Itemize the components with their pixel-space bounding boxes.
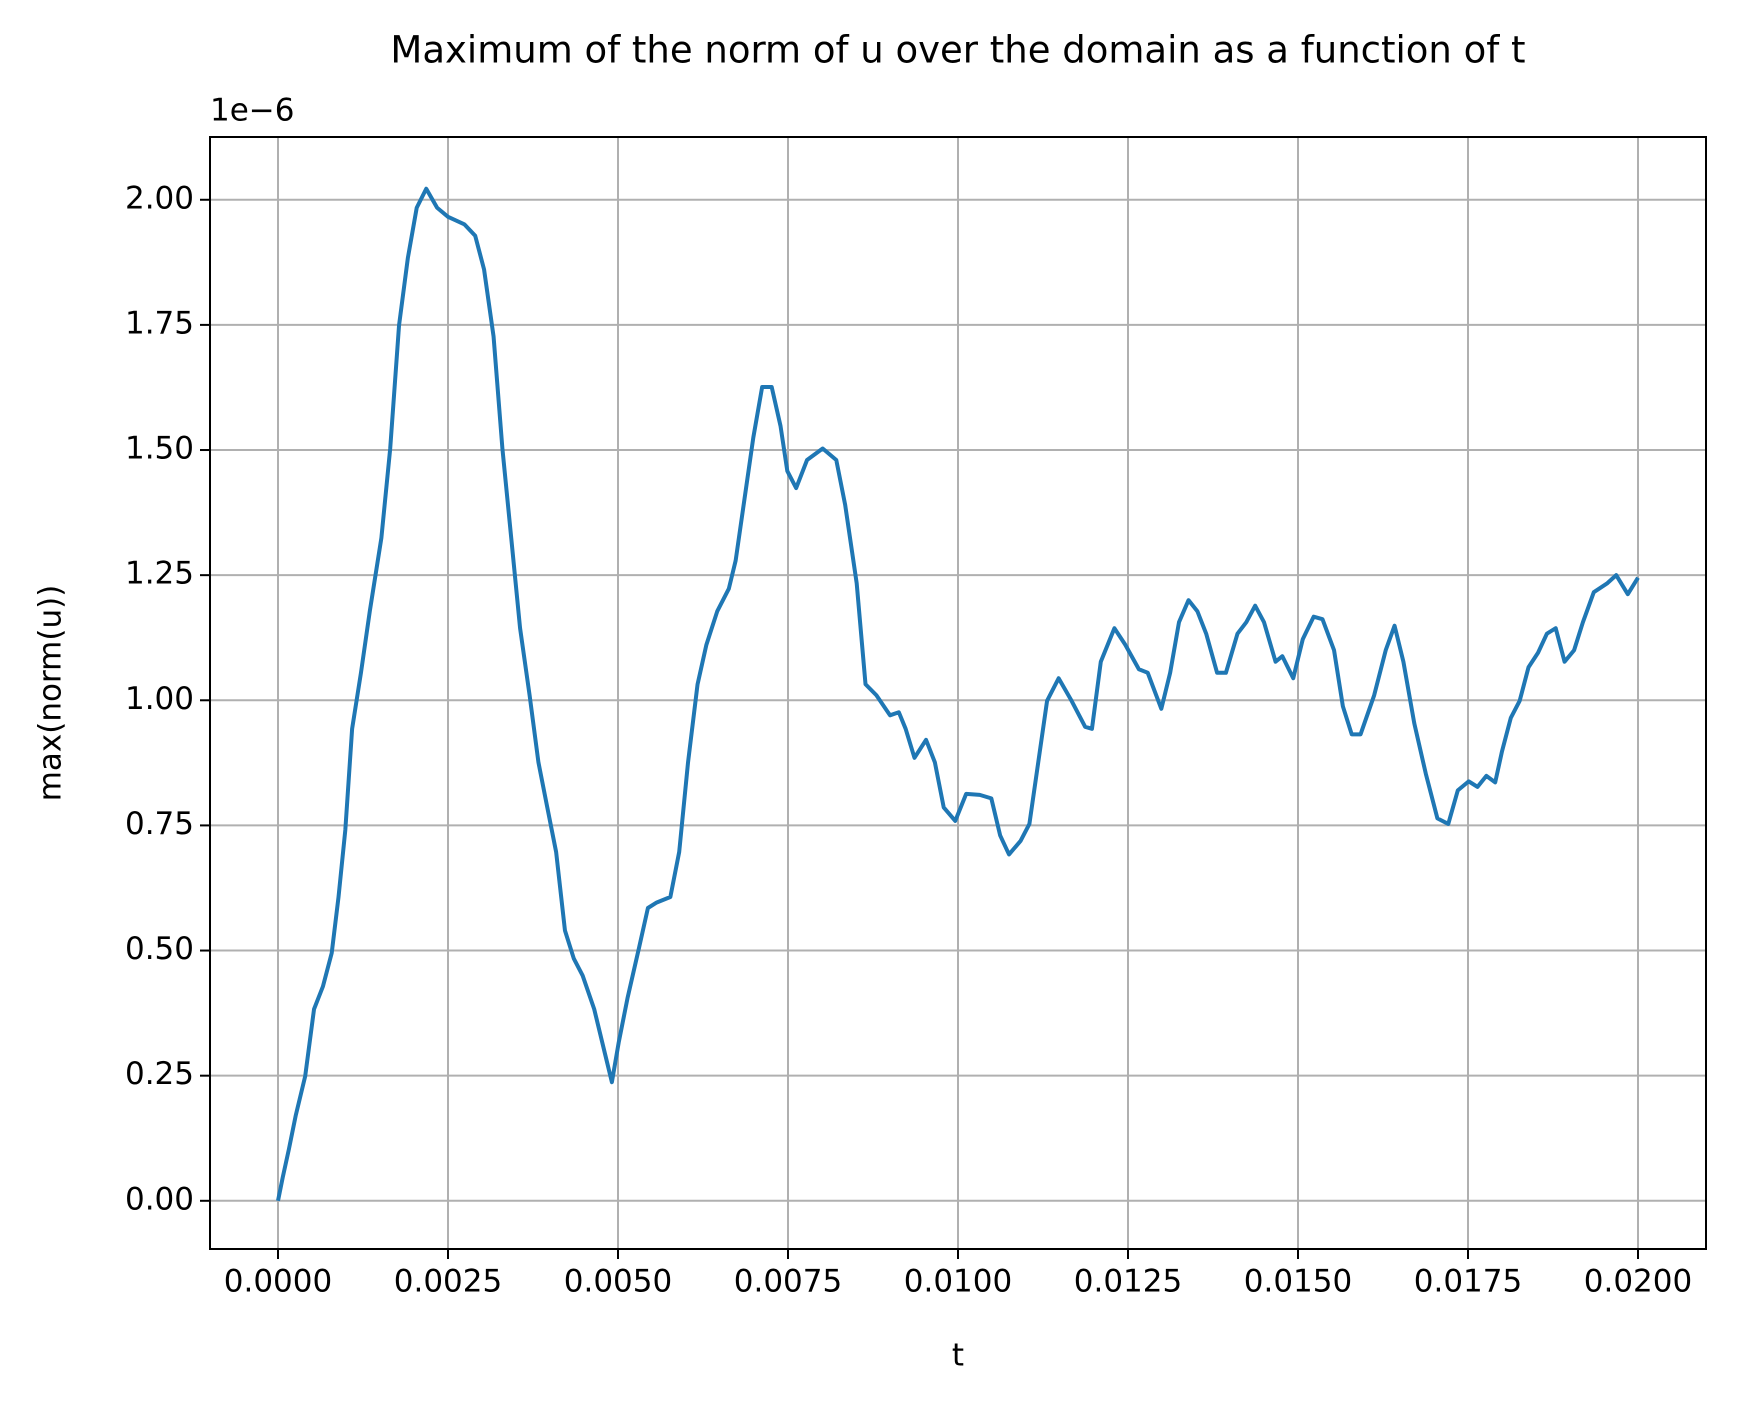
x-tick-label: 0.0050 [564, 1264, 672, 1300]
chart-title: Maximum of the norm of u over the domain… [390, 29, 1525, 72]
y-tick-label: 1.00 [125, 681, 194, 717]
y-tick-label: 1.25 [125, 556, 194, 592]
x-tick-label: 0.0075 [734, 1264, 842, 1300]
x-axis-label: t [952, 1338, 964, 1374]
y-tick-label: 0.25 [125, 1056, 194, 1092]
x-tick-label: 0.0150 [1244, 1264, 1352, 1300]
x-tick-label: 0.0125 [1074, 1264, 1182, 1300]
x-tick-label: 0.0025 [394, 1264, 502, 1300]
y-tick-label: 0.50 [125, 931, 194, 967]
y-tick-label: 0.75 [125, 806, 194, 842]
plot-frame [209, 136, 1707, 1250]
x-tick-label: 0.0200 [1584, 1264, 1692, 1300]
offset-text: 1e−6 [210, 93, 295, 129]
y-tick-label: 0.00 [125, 1181, 194, 1217]
y-tick-label: 2.00 [125, 180, 194, 216]
y-tick-label: 1.75 [125, 305, 194, 341]
y-tick-label: 1.50 [125, 431, 194, 467]
data-line [276, 186, 1640, 1202]
x-tick-label: 0.0100 [904, 1264, 1012, 1300]
x-tick-label: 0.0000 [224, 1264, 332, 1300]
y-axis-label: max(norm(u)) [33, 585, 69, 802]
x-tick-label: 0.0175 [1414, 1264, 1522, 1300]
